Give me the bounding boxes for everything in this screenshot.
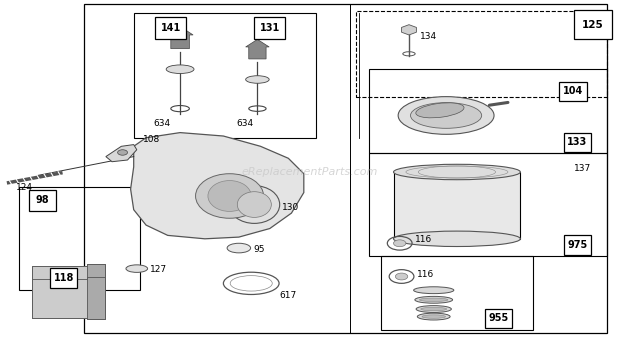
- Ellipse shape: [195, 174, 264, 218]
- Text: 108: 108: [143, 135, 160, 144]
- Text: 975: 975: [567, 240, 587, 250]
- Text: 98: 98: [36, 195, 50, 205]
- Bar: [564, 235, 591, 255]
- Polygon shape: [402, 25, 417, 35]
- Ellipse shape: [416, 103, 464, 118]
- Text: 955: 955: [489, 313, 509, 323]
- Bar: [564, 132, 591, 152]
- Text: 125: 125: [582, 20, 604, 30]
- FancyArrow shape: [246, 40, 269, 59]
- Text: 95: 95: [253, 245, 265, 254]
- Ellipse shape: [398, 97, 494, 134]
- Text: 130: 130: [282, 203, 299, 213]
- Polygon shape: [131, 132, 304, 239]
- Ellipse shape: [422, 315, 446, 318]
- Circle shape: [396, 273, 408, 280]
- Bar: [32, 266, 94, 311]
- Bar: [156, 17, 186, 40]
- Circle shape: [118, 150, 128, 155]
- Bar: [50, 268, 78, 289]
- Text: 127: 127: [151, 265, 167, 274]
- Text: 116: 116: [417, 270, 434, 279]
- Ellipse shape: [126, 265, 148, 272]
- Text: 634: 634: [236, 119, 254, 128]
- Bar: [19, 187, 140, 290]
- Ellipse shape: [417, 313, 450, 320]
- Bar: [32, 266, 94, 318]
- Ellipse shape: [410, 103, 482, 128]
- Bar: [87, 277, 105, 319]
- Polygon shape: [106, 144, 137, 162]
- Text: 131: 131: [260, 23, 280, 33]
- Ellipse shape: [394, 164, 520, 180]
- Bar: [394, 172, 520, 239]
- Ellipse shape: [414, 287, 454, 294]
- Bar: [356, 11, 607, 97]
- Ellipse shape: [420, 298, 448, 301]
- Text: 118: 118: [53, 273, 74, 283]
- Bar: [369, 153, 607, 256]
- Bar: [369, 69, 607, 153]
- Text: 104: 104: [563, 86, 583, 96]
- Ellipse shape: [227, 243, 250, 253]
- Ellipse shape: [229, 186, 280, 223]
- Ellipse shape: [421, 307, 447, 311]
- Bar: [87, 264, 105, 319]
- Ellipse shape: [416, 305, 451, 312]
- Bar: [575, 10, 611, 39]
- Text: 634: 634: [153, 119, 170, 128]
- Ellipse shape: [246, 76, 269, 83]
- Bar: [559, 82, 587, 101]
- Text: 133: 133: [567, 137, 587, 147]
- Text: 141: 141: [161, 23, 181, 33]
- Bar: [29, 190, 56, 211]
- Bar: [254, 17, 285, 40]
- Bar: [485, 309, 512, 328]
- Bar: [134, 13, 316, 138]
- Text: 124: 124: [16, 183, 33, 192]
- Text: 137: 137: [574, 164, 591, 173]
- Text: 116: 116: [415, 235, 432, 244]
- Bar: [32, 279, 94, 318]
- Ellipse shape: [208, 181, 251, 212]
- Text: 617: 617: [279, 291, 296, 300]
- Bar: [381, 256, 533, 330]
- Ellipse shape: [237, 192, 272, 217]
- Text: eReplacementParts.com: eReplacementParts.com: [242, 167, 378, 177]
- Ellipse shape: [415, 297, 453, 303]
- Bar: [84, 4, 607, 333]
- Circle shape: [394, 240, 406, 247]
- Text: 134: 134: [420, 32, 437, 41]
- FancyArrow shape: [167, 26, 193, 49]
- Ellipse shape: [166, 65, 194, 74]
- Ellipse shape: [394, 231, 520, 247]
- Bar: [87, 264, 105, 312]
